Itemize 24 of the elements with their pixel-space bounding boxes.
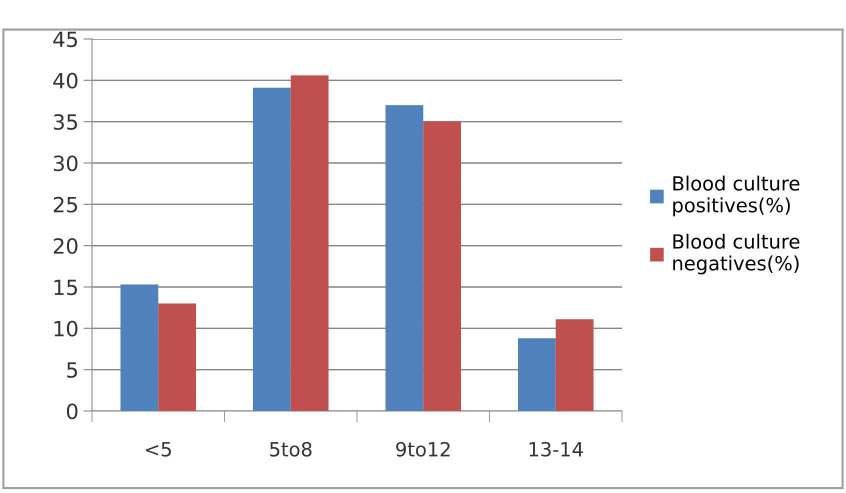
x-tick-label: 9to12	[396, 442, 450, 457]
bar	[423, 122, 462, 411]
legend-label: Blood culture negatives(%)	[673, 234, 800, 274]
y-tick-label: 15	[54, 280, 77, 296]
x-tick-label: 5to8	[270, 442, 312, 457]
y-tick-label: 25	[54, 196, 77, 213]
bar	[518, 338, 556, 411]
bar	[120, 284, 158, 411]
y-tick-label: 30	[54, 155, 78, 172]
x-tick-label: <5	[146, 442, 171, 457]
bar	[158, 304, 196, 411]
y-tick-label: 20	[54, 238, 78, 254]
bar	[385, 105, 424, 411]
bar	[290, 75, 329, 411]
y-tick-label: 45	[53, 32, 77, 48]
y-tick-label: 40	[53, 72, 78, 89]
y-tick-label: 10	[54, 320, 78, 337]
y-tick-label: 0	[66, 403, 78, 420]
bar	[252, 88, 291, 411]
bar	[556, 319, 594, 411]
x-tick-label: 13-14	[530, 442, 583, 457]
y-tick-label: 35	[54, 114, 77, 130]
y-tick-label: 5	[67, 362, 77, 378]
legend-label: Blood culture positives(%)	[673, 176, 800, 216]
